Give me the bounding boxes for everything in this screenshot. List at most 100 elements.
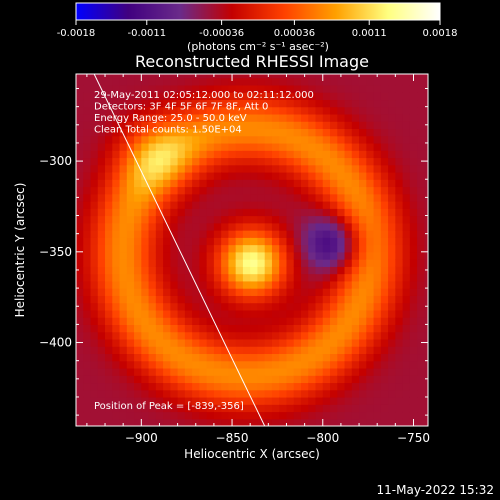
heatmap-cell <box>105 74 113 79</box>
heatmap-cell <box>279 222 288 231</box>
heatmap-cell <box>373 324 382 333</box>
heatmap-cell <box>286 353 295 362</box>
heatmap-cell <box>155 164 164 173</box>
heatmap-cell <box>250 164 259 173</box>
heatmap-cell <box>184 375 193 384</box>
heatmap-cell <box>380 230 389 238</box>
heatmap-cell <box>293 237 302 246</box>
heatmap-cell <box>184 295 193 304</box>
heatmap-cell <box>322 157 331 166</box>
heatmap-cell <box>271 259 280 267</box>
heatmap-cell <box>344 382 353 391</box>
heatmap-cell <box>213 150 222 159</box>
heatmap-cell <box>148 411 157 420</box>
heatmap-cell <box>97 128 106 137</box>
heatmap-cell <box>271 92 280 101</box>
heatmap-cell <box>177 208 186 217</box>
heatmap-cell <box>97 201 106 209</box>
heatmap-cell <box>322 244 331 253</box>
heatmap-cell <box>76 99 84 108</box>
heatmap-cell <box>199 273 208 282</box>
heatmap-cell <box>264 237 273 246</box>
heatmap-cell <box>279 273 288 282</box>
heatmap-cell <box>228 295 237 304</box>
heatmap-cell <box>380 396 389 405</box>
heatmap-cell <box>264 142 273 151</box>
heatmap-cell <box>177 106 186 115</box>
heatmap-cell <box>206 302 215 311</box>
heatmap-cell <box>155 375 164 384</box>
heatmap-cell <box>134 171 142 180</box>
heatmap-cell <box>141 121 150 130</box>
heatmap-cell <box>155 295 164 304</box>
heatmap-cell <box>228 338 237 347</box>
heatmap-cell <box>322 280 331 289</box>
heatmap-cell <box>192 222 200 231</box>
heatmap-cell <box>250 128 259 137</box>
heatmap-cell <box>395 396 404 405</box>
heatmap-cell <box>76 353 84 362</box>
heatmap-cell <box>402 171 411 180</box>
heatmap-cell <box>424 382 428 391</box>
heatmap-cell <box>148 418 157 426</box>
heatmap-cell <box>366 113 375 122</box>
heatmap-cell <box>155 222 164 231</box>
heatmap-cell <box>199 237 208 246</box>
heatmap-cell <box>388 288 396 296</box>
heatmap-cell <box>177 135 186 144</box>
heatmap-cell <box>221 113 230 122</box>
heatmap-cell <box>388 106 396 115</box>
heatmap-cell <box>134 324 142 333</box>
heatmap-cell <box>330 280 338 289</box>
heatmap-cell <box>395 411 404 420</box>
heatmap-cell <box>344 288 353 296</box>
heatmap-cell <box>293 389 302 398</box>
heatmap-cell <box>257 186 266 195</box>
heatmap-cell <box>242 157 251 166</box>
heatmap-cell <box>206 237 215 246</box>
heatmap-cell <box>177 353 186 362</box>
heatmap-cell <box>315 411 324 420</box>
heatmap-cell <box>148 396 157 405</box>
heatmap-cell <box>126 179 135 188</box>
heatmap-cell <box>315 302 324 311</box>
heatmap-cell <box>228 186 237 195</box>
heatmap-cell <box>380 157 389 166</box>
heatmap-cell <box>155 338 164 347</box>
heatmap-cell <box>279 251 288 260</box>
heatmap-cell <box>424 171 428 180</box>
heatmap-cell <box>337 84 346 93</box>
heatmap-cell <box>351 74 360 79</box>
heatmap-cell <box>286 244 295 253</box>
heatmap-cell <box>148 331 157 340</box>
heatmap-cell <box>126 142 135 151</box>
heatmap-cell <box>315 280 324 289</box>
heatmap-cell <box>148 317 157 325</box>
colorbar-tick-label: -0.00036 <box>199 28 244 39</box>
heatmap-cell <box>112 259 121 267</box>
heatmap-cell <box>293 193 302 202</box>
heatmap-cell <box>155 92 164 101</box>
heatmap-cell <box>213 128 222 137</box>
heatmap-cell <box>409 142 418 151</box>
heatmap-cell <box>184 389 193 398</box>
heatmap-cell <box>359 179 367 188</box>
heatmap-cell <box>119 346 128 355</box>
heatmap-cell <box>141 99 150 108</box>
heatmap-cell <box>264 302 273 311</box>
heatmap-cell <box>250 418 259 426</box>
heatmap-cell <box>322 317 331 325</box>
heatmap-cell <box>184 338 193 347</box>
heatmap-cell <box>257 106 266 115</box>
heatmap-cell <box>417 121 425 130</box>
heatmap-cell <box>279 360 288 369</box>
heatmap-cell <box>250 404 259 413</box>
heatmap-cell <box>126 302 135 311</box>
heatmap-cell <box>206 411 215 420</box>
heatmap-cell <box>424 353 428 362</box>
heatmap-cell <box>148 186 157 195</box>
heatmap-cell <box>380 375 389 384</box>
heatmap-cell <box>264 295 273 304</box>
heatmap-cell <box>373 171 382 180</box>
heatmap-cell <box>402 128 411 137</box>
